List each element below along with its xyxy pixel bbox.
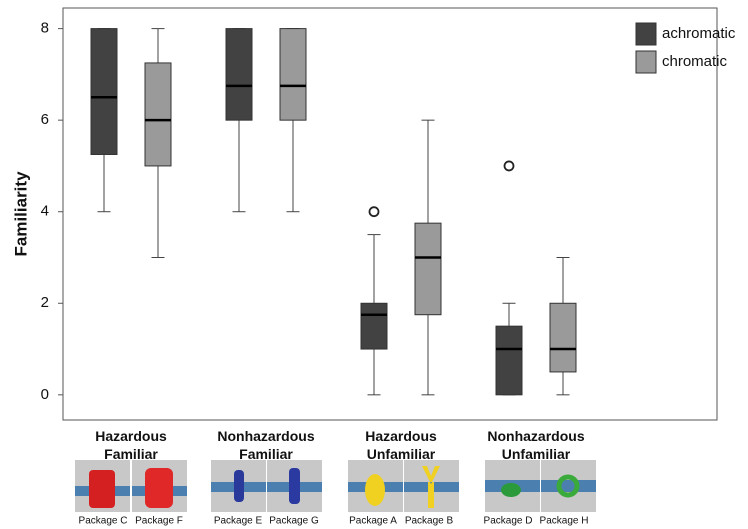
outlier [505,161,514,170]
box-body [415,223,441,315]
box-body [361,303,387,349]
y-axis-label: Familiarity [11,171,30,257]
package-label: Package G [269,516,319,527]
box [226,29,252,212]
y-tick-label: 6 [41,111,49,128]
legend-swatch [636,23,656,45]
y-tick-label: 4 [41,203,49,220]
legend-label: achromatic [662,25,736,42]
box [91,29,117,212]
box [415,120,441,395]
package-label: Package B [405,516,454,527]
box-body [550,303,576,372]
legend-label: chromatic [662,53,728,70]
box [361,207,387,395]
box-body [145,63,171,166]
package-label: Package D [484,516,533,527]
box [280,29,306,212]
box [550,257,576,394]
box-body [496,326,522,395]
outlier [370,207,379,216]
package-label: Package H [540,516,589,527]
box-body [91,29,117,155]
y-tick-label: 0 [41,386,49,403]
legend-swatch [636,51,656,73]
package-images [75,460,596,512]
box-body [280,29,306,121]
package-label: Package F [135,516,183,527]
package-label: Package C [79,516,128,527]
package-label: Package A [349,516,397,527]
box-body [226,29,252,121]
chart: 0 2 4 6 8 Familiarity HazardousFamiliar Nonhaza… [0,0,748,529]
box [496,161,522,394]
box [145,29,171,258]
y-tick-label: 2 [41,294,49,311]
y-tick-label: 8 [41,20,49,37]
package-label: Package E [214,516,263,527]
